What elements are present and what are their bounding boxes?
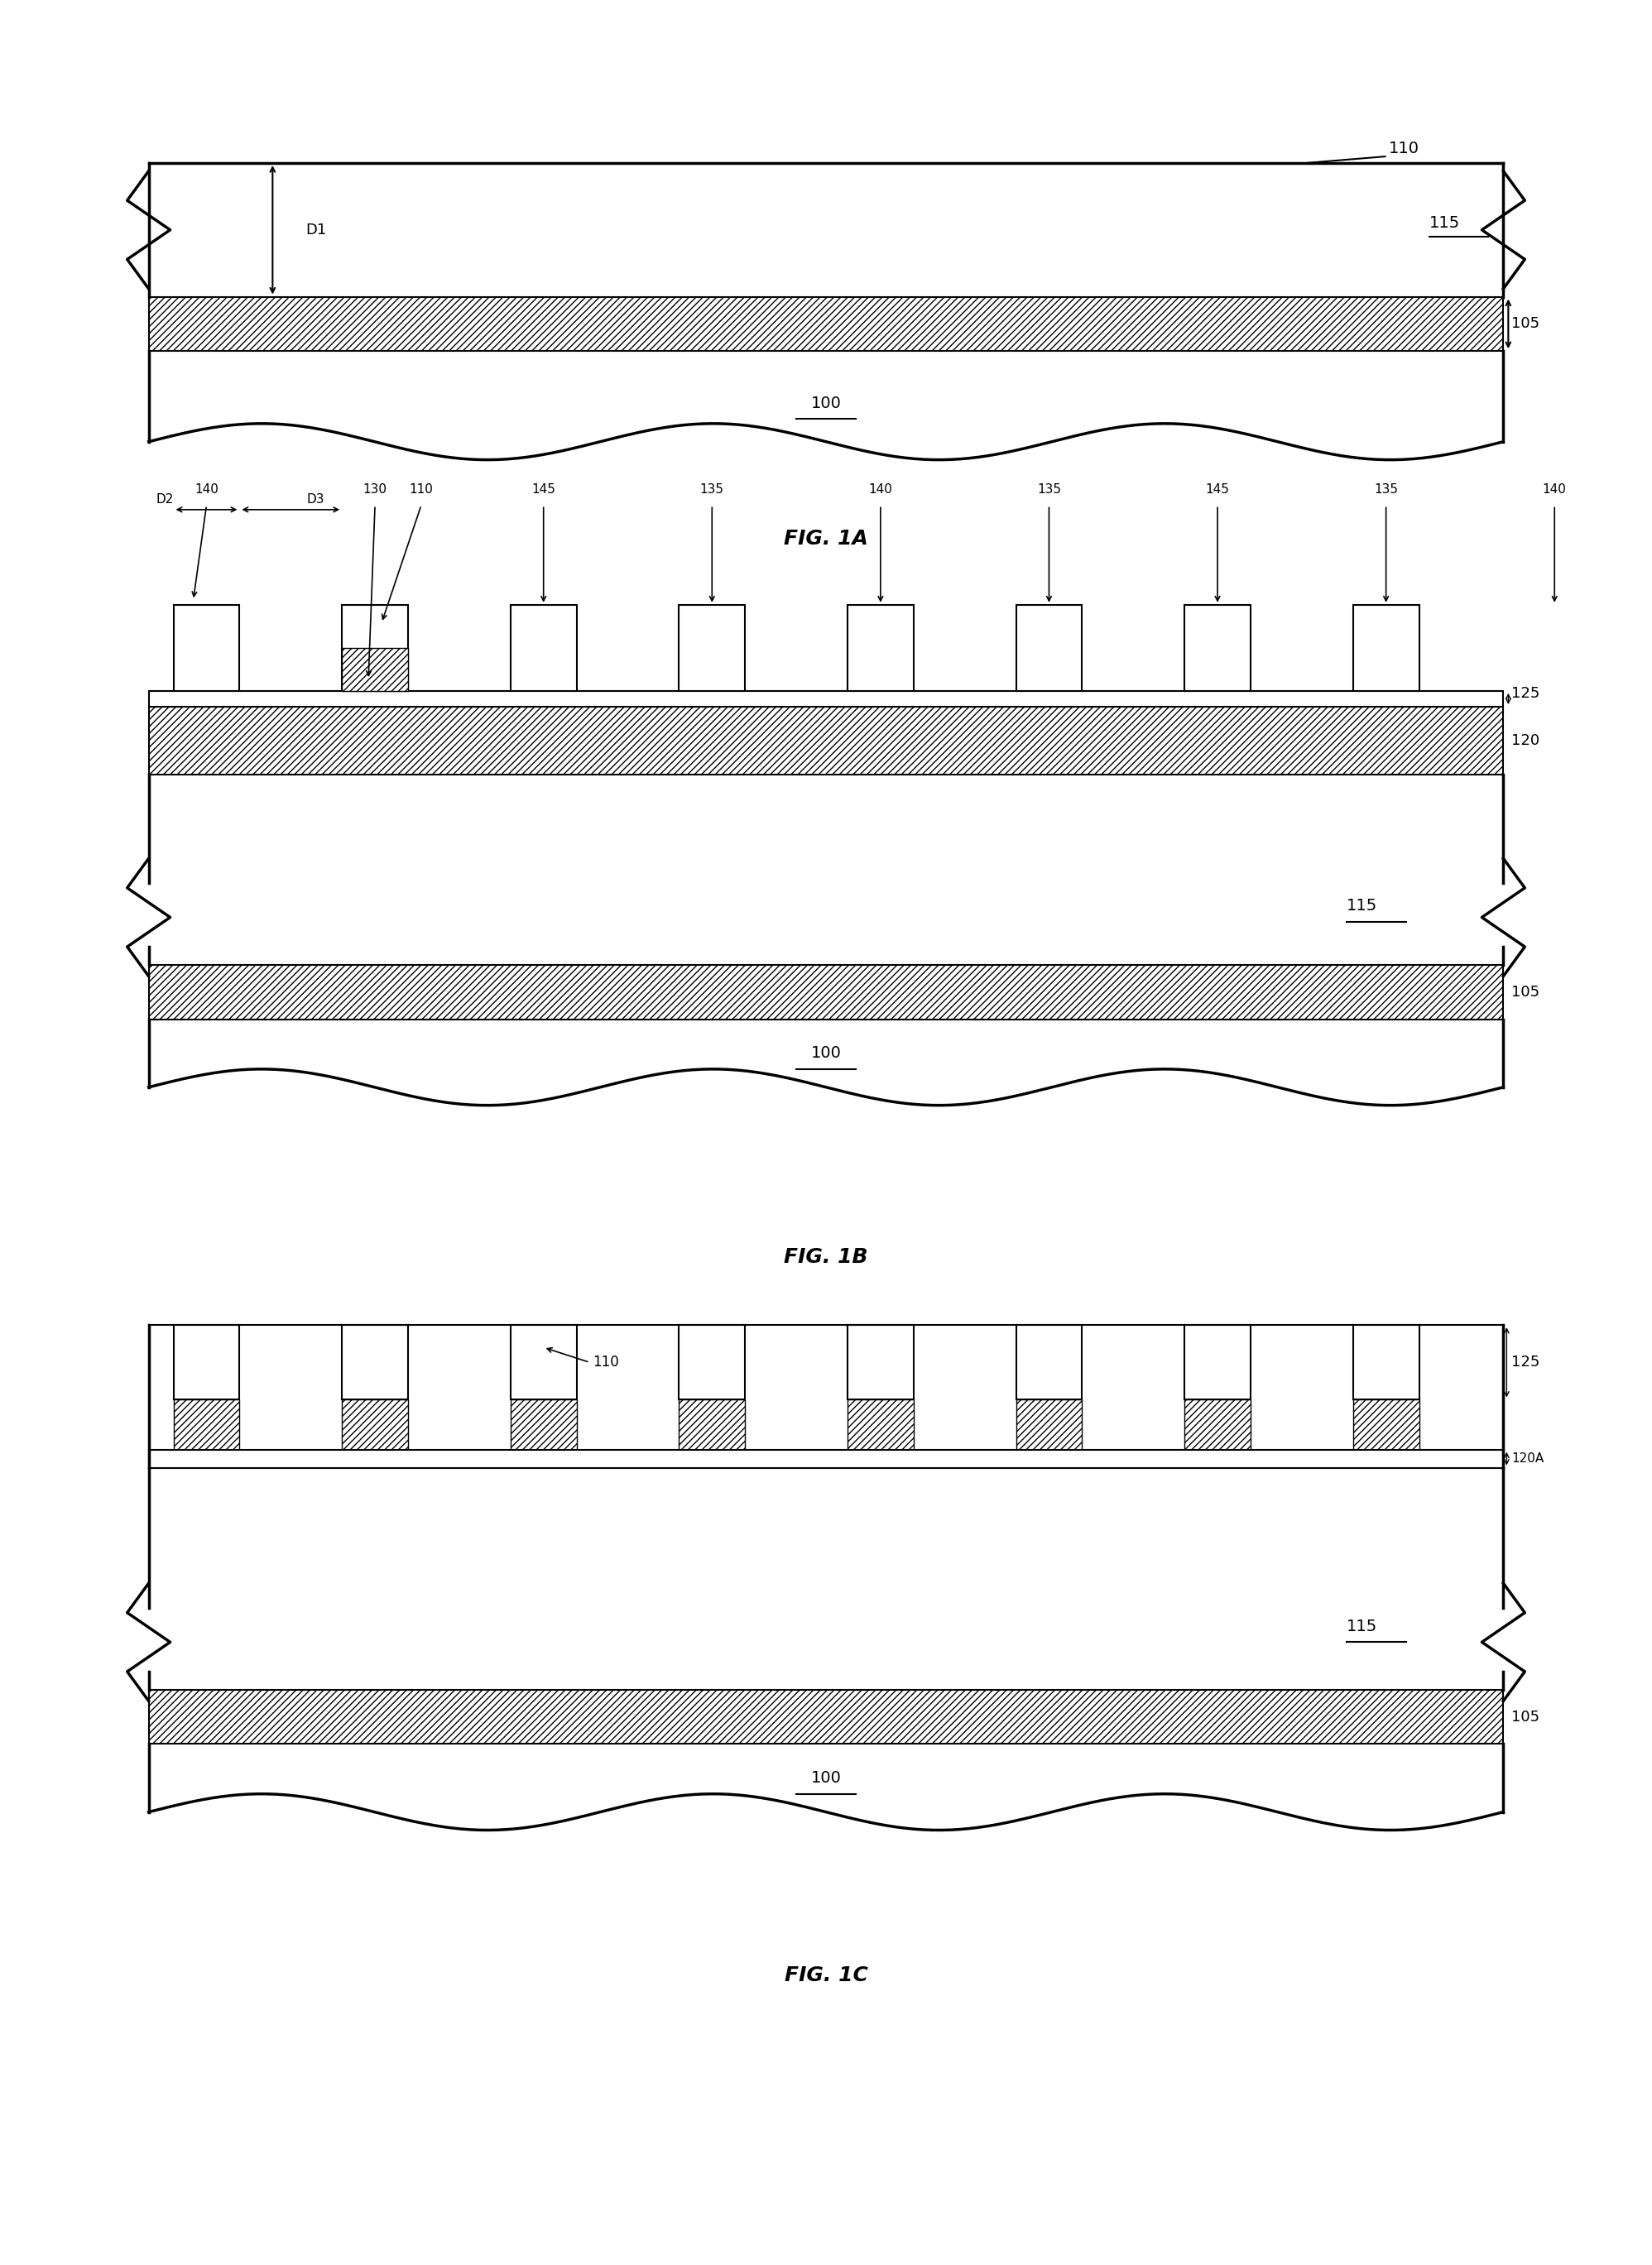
Text: 100: 100 [811,1046,841,1060]
Bar [342,648,408,691]
Text: 135: 135 [1374,485,1398,496]
Bar [149,1690,1503,1744]
Text: 135: 135 [700,485,724,496]
Bar [679,1400,745,1450]
Bar [679,605,745,691]
Text: 140: 140 [195,485,218,496]
Text: 110: 110 [593,1354,620,1370]
Text: 105: 105 [1512,317,1540,331]
Bar [1016,605,1082,691]
Bar [173,1325,240,1400]
Bar [149,691,1503,707]
Text: 125: 125 [1512,1354,1540,1370]
Text: 120: 120 [1512,734,1540,747]
Bar [1184,1325,1251,1400]
Text: 105: 105 [1512,1710,1540,1724]
Bar [1353,1400,1419,1450]
Text: 110: 110 [410,485,433,496]
Bar [1353,1325,1419,1400]
Bar [149,297,1503,351]
Bar [1353,605,1419,691]
Text: 105: 105 [1512,985,1540,999]
Text: D3: D3 [307,494,324,505]
Text: 100: 100 [811,396,841,410]
Text: 110: 110 [1389,140,1419,156]
Text: 130: 130 [363,485,387,496]
Text: 140: 140 [1543,485,1566,496]
Bar [1184,605,1251,691]
Text: 115: 115 [1346,1619,1378,1633]
Bar [173,1400,240,1450]
Bar [847,1325,914,1400]
Bar [510,1400,577,1450]
Bar [149,707,1503,775]
Text: D1: D1 [306,222,327,238]
Text: 145: 145 [532,485,555,496]
Bar [1184,1400,1251,1450]
Bar [149,965,1503,1019]
Text: 120A: 120A [1512,1452,1545,1465]
Text: FIG. 1A: FIG. 1A [783,530,869,548]
Text: 115: 115 [1346,899,1378,913]
Bar [679,1325,745,1400]
Bar [342,1400,408,1450]
Bar [342,605,408,691]
Bar [510,1325,577,1400]
Text: 140: 140 [869,485,892,496]
Text: 115: 115 [1429,215,1460,231]
Text: D2: D2 [157,494,173,505]
Text: 135: 135 [1037,485,1061,496]
Text: 125: 125 [1512,686,1540,702]
Bar [510,605,577,691]
Bar [149,1450,1503,1468]
Text: FIG. 1C: FIG. 1C [785,1966,867,1984]
Text: FIG. 1B: FIG. 1B [785,1248,867,1266]
Text: 100: 100 [811,1771,841,1785]
Bar [173,605,240,691]
Bar [847,605,914,691]
Bar [847,1400,914,1450]
Bar [1016,1400,1082,1450]
Text: 145: 145 [1206,485,1229,496]
Bar [1016,1325,1082,1400]
Bar [342,1325,408,1400]
